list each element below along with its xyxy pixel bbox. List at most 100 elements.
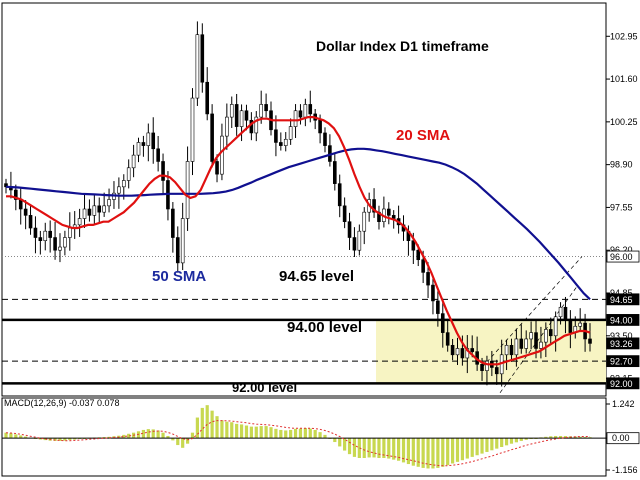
candle-body [156, 148, 160, 162]
macd-bar [127, 433, 131, 439]
macd-bar [524, 438, 528, 440]
macd-bar [450, 438, 455, 464]
macd-bar [210, 410, 214, 439]
candle-body [426, 272, 430, 286]
candle-body [171, 208, 175, 238]
macd-bar [53, 438, 57, 441]
candle-body [67, 227, 72, 238]
candle-body [97, 205, 102, 213]
macd-bar [274, 428, 278, 439]
candle-body [293, 110, 298, 127]
candle-body [544, 329, 548, 343]
macd-bar [185, 438, 190, 444]
candle-body [563, 306, 568, 321]
macd-bar [333, 438, 337, 443]
candle-body [175, 237, 180, 264]
candle-body [14, 189, 18, 200]
candle-body [431, 284, 435, 302]
candle-body [102, 205, 106, 213]
macd-bar [583, 437, 587, 439]
price-tag-label: 94.65 [610, 295, 633, 305]
macd-bar [19, 435, 23, 439]
price-tag-label: 92.70 [610, 357, 633, 367]
candle-body [421, 259, 425, 273]
macd-bar [166, 435, 170, 439]
macd-bar [495, 438, 499, 449]
macd-bar [441, 438, 445, 467]
price-axis: 102.95 101.60 100.25 98.90 97.55 96.20 94.85 93… [606, 31, 638, 384]
candle-body [205, 81, 210, 115]
candle-body [117, 186, 121, 194]
price-tag-label: 94.00 [610, 315, 633, 325]
candle-body [558, 306, 563, 318]
macd-bar [382, 438, 386, 458]
candle-body [259, 104, 263, 118]
macd-bar [249, 426, 253, 439]
macd-tick-label: 1.242 [612, 399, 635, 409]
macd-bar [549, 436, 553, 439]
price-tags: 96.00 94.65 94.00 93.26 92.70 92.00 [606, 250, 640, 390]
candle-body [342, 205, 347, 222]
price-tick-label: 98.90 [610, 160, 633, 170]
price-tag [606, 337, 640, 350]
macd-bar [578, 436, 582, 439]
candle-body [264, 104, 268, 112]
macd-bar [293, 428, 298, 439]
macd-bar [14, 434, 18, 439]
candle-body [445, 332, 450, 346]
price-frame [1, 2, 607, 397]
candle-body [244, 110, 249, 121]
macd-bar [352, 438, 357, 457]
support-zone [376, 319, 606, 384]
candle-body [151, 132, 156, 150]
macd-bar [176, 438, 180, 446]
candle-body [411, 240, 416, 251]
candle-body [229, 104, 234, 118]
macd-bar [24, 436, 28, 439]
macd-bar [190, 432, 195, 439]
macd-signal-line [5, 420, 590, 467]
price-tag [606, 355, 640, 368]
macd-bar [279, 429, 283, 439]
macd-frame [1, 397, 607, 477]
candle-body [504, 344, 509, 356]
candle-body [519, 338, 524, 349]
candle-body [28, 215, 33, 229]
macd-tick-label: 0.00 [612, 433, 630, 443]
macd-bar [470, 438, 474, 457]
price-tag-label: 96.00 [610, 252, 633, 262]
macd-bar [230, 422, 234, 439]
candle-body [303, 104, 308, 118]
macd-zero-tag [606, 432, 640, 445]
price-tag [606, 250, 640, 263]
candle-body [494, 367, 499, 375]
channel-lower [499, 284, 579, 394]
macd-bar [259, 426, 263, 439]
candle-body [524, 338, 529, 349]
candle-body [92, 205, 97, 216]
candle-body [298, 110, 303, 118]
macd-bar [146, 429, 150, 439]
candle-body [131, 154, 136, 169]
candle-body [210, 113, 214, 162]
macd-bar [313, 429, 317, 439]
candle-body [279, 142, 283, 146]
price-tick-label: 97.55 [610, 202, 633, 212]
macd-bar [151, 429, 155, 439]
macd-bar [558, 435, 563, 439]
candle-body [195, 34, 200, 99]
candle-body [308, 104, 313, 115]
candle-body [274, 129, 278, 143]
candle-body [161, 161, 165, 181]
candle-body [539, 341, 543, 349]
candle-body [436, 300, 440, 314]
price-tag [606, 377, 640, 390]
macd-bar [455, 438, 460, 462]
price-tag [606, 293, 640, 306]
macd-bar [343, 438, 347, 451]
candle-body [48, 230, 52, 238]
candle-body [77, 218, 82, 226]
sma50-line [5, 147, 591, 301]
candle-body [215, 161, 219, 175]
macd-bar [284, 430, 288, 439]
